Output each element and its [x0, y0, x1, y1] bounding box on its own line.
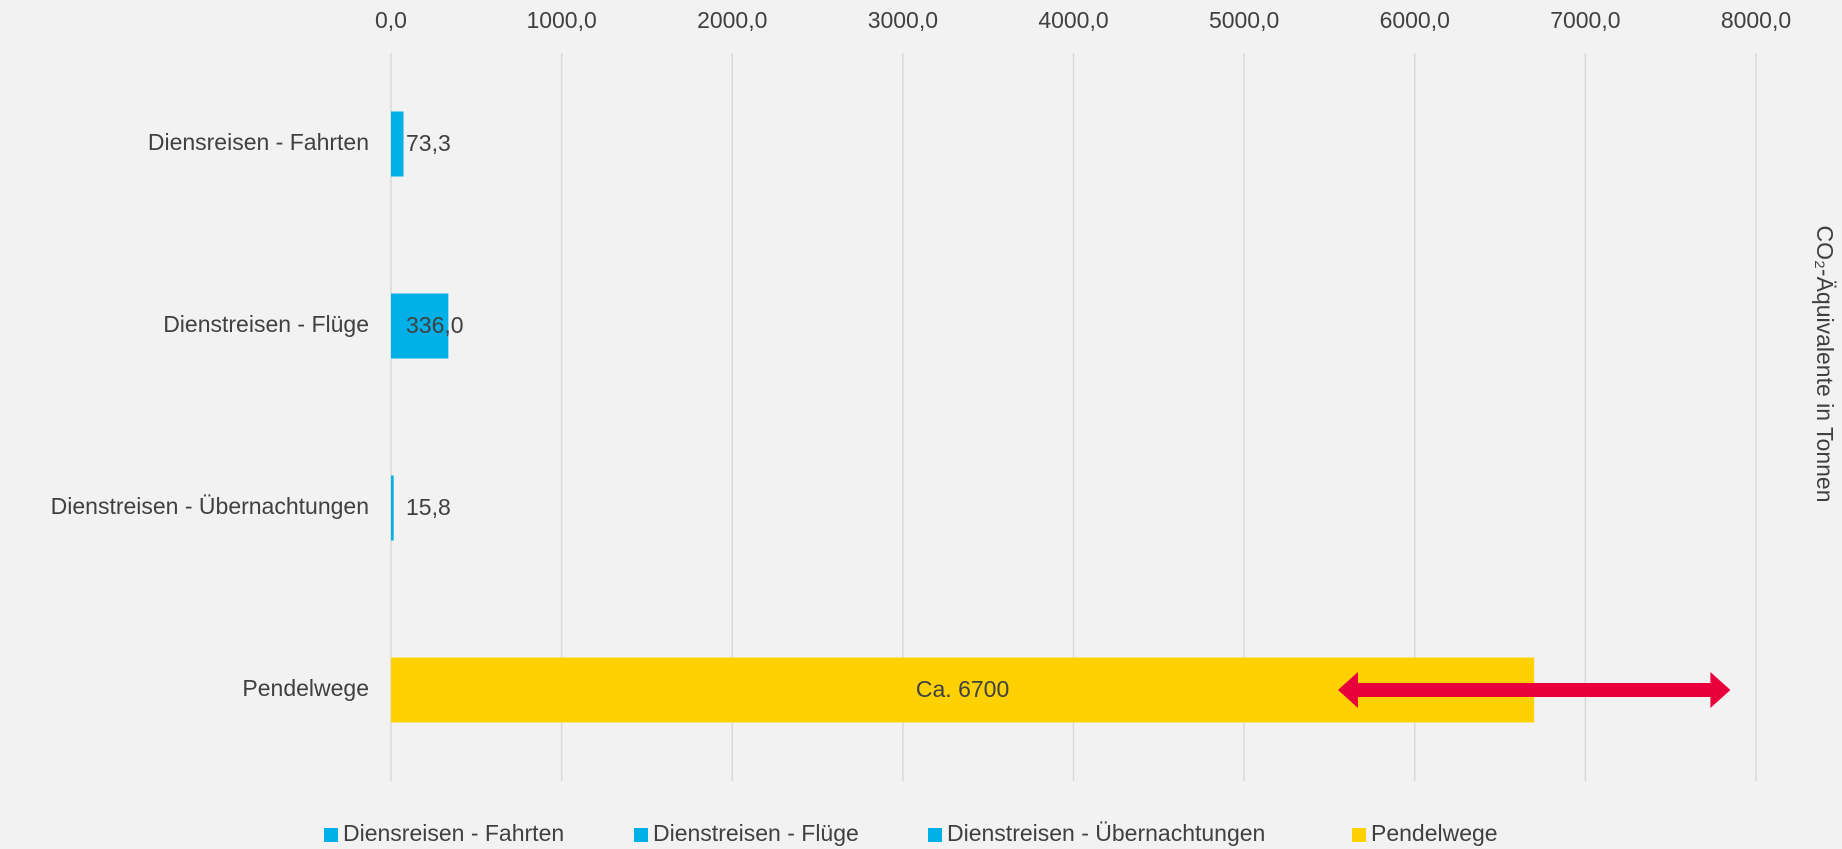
- range-arrow: [1337, 672, 1731, 708]
- legend-swatch: [634, 828, 648, 842]
- bar: [391, 293, 449, 359]
- x-tick-label: 0,0: [375, 7, 407, 33]
- x-tick-label: 2000,0: [697, 7, 767, 33]
- bar: [391, 475, 394, 541]
- legend-label: Dienstreisen - Übernachtungen: [947, 820, 1265, 846]
- x-tick-label: 8000,0: [1721, 7, 1791, 33]
- x-tick-label: 1000,0: [526, 7, 596, 33]
- bar: [391, 111, 404, 177]
- legend-swatch: [1352, 828, 1366, 842]
- legend-label: Diensreisen - Fahrten: [343, 820, 564, 846]
- x-tick-label: 6000,0: [1380, 7, 1450, 33]
- x-tick-label: 5000,0: [1209, 7, 1279, 33]
- y-tick-label: Dienstreisen - Flüge: [163, 311, 369, 337]
- data-label: 73,3: [406, 130, 451, 156]
- x-tick-label: 3000,0: [868, 7, 938, 33]
- legend-label: Dienstreisen - Flüge: [653, 820, 859, 846]
- legend-label: Pendelwege: [1371, 820, 1498, 846]
- data-label: 15,8: [406, 494, 451, 520]
- y-tick-label: Diensreisen - Fahrten: [148, 129, 369, 155]
- data-label: 336,0: [406, 312, 464, 338]
- y-tick-label: Pendelwege: [242, 675, 369, 701]
- x-tick-label: 7000,0: [1550, 7, 1620, 33]
- axis-title: CO₂-Äquivalente in Tonnen: [1812, 225, 1838, 502]
- data-label: Ca. 6700: [916, 676, 1009, 702]
- y-tick-label: Dienstreisen - Übernachtungen: [51, 493, 369, 519]
- legend-swatch: [324, 828, 338, 842]
- legend-swatch: [928, 828, 942, 842]
- x-tick-label: 4000,0: [1038, 7, 1108, 33]
